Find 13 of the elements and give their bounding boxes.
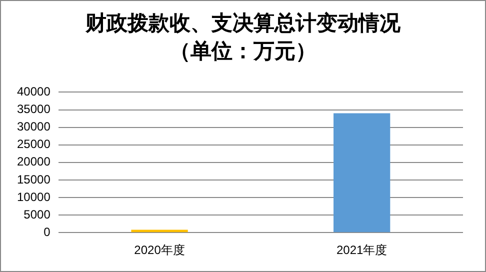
chart-subtitle: （单位：万元） — [168, 37, 318, 65]
chart-title: 财政拨款收、支决算总计变动情况 — [84, 9, 402, 37]
y-tick-label: 35000 — [16, 102, 51, 116]
y-tick-label: 30000 — [16, 120, 51, 134]
y-tick-label: 40000 — [16, 84, 51, 99]
y-tick-label: 5000 — [24, 207, 51, 222]
x-tick-label: 2020年度 — [134, 243, 185, 258]
y-tick-label: 0 — [44, 224, 51, 239]
y-tick-label: 20000 — [16, 154, 51, 169]
y-tick-label: 25000 — [16, 137, 51, 152]
y-tick-label: 15000 — [16, 172, 51, 186]
y-tick-label: 10000 — [16, 190, 51, 204]
x-tick-label: 2021年度 — [336, 243, 388, 258]
